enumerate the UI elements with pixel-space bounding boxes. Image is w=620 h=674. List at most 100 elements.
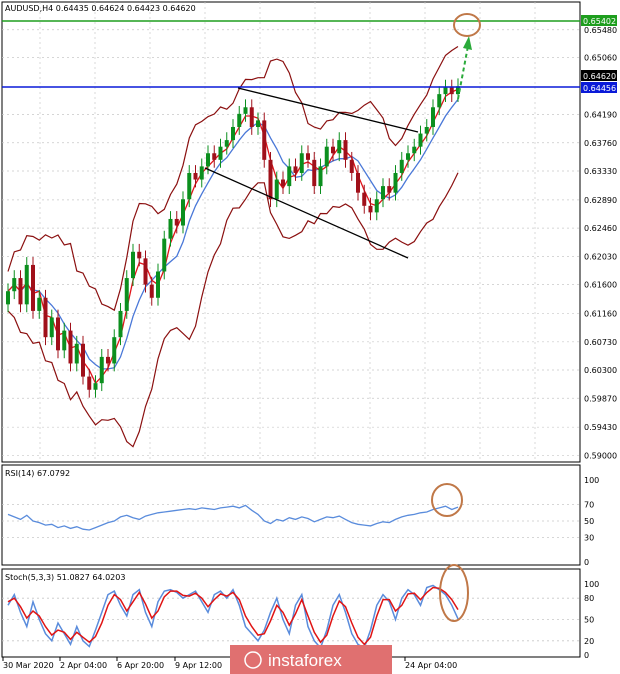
candle-body (356, 172, 360, 193)
candle-body (56, 317, 60, 351)
rsi-tick-label: 30 (584, 533, 594, 542)
candle (24, 257, 29, 313)
level-black-label: 0.64620 (583, 72, 616, 81)
price-tick-label: 0.63760 (584, 139, 617, 148)
candle (93, 375, 98, 398)
candle-body (212, 153, 217, 160)
price-axis: 0.65480 0.65060 0.64190 0.63760 0.63330 0.628… (584, 26, 617, 461)
candle (418, 125, 423, 155)
stoch-axis: 100 80 50 20 0 (584, 580, 599, 660)
candle-body (68, 330, 73, 364)
candle (156, 263, 160, 306)
candle (56, 309, 60, 359)
candle (268, 151, 273, 208)
candle-body (131, 251, 135, 279)
rsi-tick-label: 70 (584, 501, 594, 510)
candle-body (24, 264, 29, 305)
stoch-tick-label: 0 (584, 651, 589, 660)
candle-body (162, 238, 167, 272)
candle-body (62, 330, 67, 351)
target-arrow-shaft (457, 45, 469, 100)
price-tick-label: 0.61160 (584, 310, 617, 319)
candle-body (149, 284, 154, 298)
bollinger-lower-line (7, 172, 459, 448)
candle-body (374, 199, 379, 213)
candle-body (37, 297, 42, 311)
candle (87, 368, 92, 398)
candle (437, 86, 442, 116)
price-tick-label: 0.59430 (584, 423, 617, 432)
price-panel-title: AUDUSD,H4 0.64435 0.64624 0.64423 0.6462… (5, 4, 196, 13)
candle-body (43, 297, 48, 338)
candle (293, 158, 298, 181)
candle (362, 184, 367, 214)
price-tick-label: 0.64190 (584, 111, 617, 120)
candle (449, 79, 454, 103)
rsi-panel: RSI(14) 67.0792 100 70 50 30 0 (1, 464, 599, 567)
price-tick-label: 0.60300 (584, 366, 617, 375)
candle-body (243, 107, 248, 114)
time-axis: 30 Mar 2020 2 Apr 04:00 6 Apr 20:00 9 Apr 1… (2, 657, 457, 670)
level-blue-label: 0.64456 (583, 84, 616, 93)
candle (162, 230, 167, 280)
price-tick-label: 0.63330 (584, 167, 617, 176)
candle-body (343, 140, 348, 160)
candle-body (281, 179, 285, 187)
candle-body (262, 120, 267, 160)
candle-body (387, 186, 392, 193)
candle (431, 99, 435, 135)
candle (193, 165, 198, 188)
candle-body (249, 107, 254, 127)
rsi-tick-label: 0 (584, 558, 589, 567)
candle-body (299, 153, 304, 173)
candle (68, 322, 73, 372)
stoch-panel-frame (1, 568, 581, 658)
price-grid (2, 2, 580, 462)
candle-body (237, 113, 242, 127)
stoch-grid (2, 597, 580, 642)
candle (406, 145, 410, 168)
rsi-line (7, 504, 459, 531)
candle-body (287, 166, 292, 187)
candle-body (381, 186, 385, 200)
candle (124, 270, 129, 319)
candle-body (268, 159, 273, 200)
candle-body (218, 146, 223, 160)
time-tick-label: 2 Apr 04:00 (60, 661, 107, 670)
time-tick-label: 24 Apr 04:00 (405, 661, 457, 670)
candle (368, 197, 373, 221)
target-arrow-head (463, 36, 472, 50)
level-green-label: 0.65402 (583, 17, 616, 26)
candle-body (224, 140, 229, 147)
candle (237, 105, 242, 135)
candle (412, 138, 417, 162)
candle-body (106, 356, 110, 364)
candle (349, 151, 354, 181)
rsi-series-line (7, 504, 459, 531)
candle (393, 165, 398, 201)
candle (106, 349, 110, 372)
price-panel: AUDUSD,H4 0.64435 0.64624 0.64423 0.6462… (1, 1, 617, 463)
candle (118, 303, 123, 346)
candle (224, 132, 229, 155)
price-tick-label: 0.62460 (584, 224, 617, 233)
candle-body (74, 343, 79, 364)
stoch-tick-label: 100 (584, 580, 599, 589)
brand-watermark: instaforex (230, 645, 392, 674)
candle-body (124, 278, 129, 311)
candle-body (274, 179, 279, 200)
rsi-panel-title: RSI(14) 67.0792 (5, 469, 70, 478)
candle (12, 270, 17, 300)
price-tick-label: 0.62890 (584, 196, 617, 205)
candle-body (181, 199, 185, 226)
candle (43, 289, 48, 346)
candle (381, 178, 385, 208)
candle (256, 112, 260, 135)
price-tick-label: 0.62030 (584, 252, 617, 261)
candle-body (312, 159, 317, 187)
target-circle (453, 13, 481, 37)
candle-body (18, 278, 23, 305)
candle (31, 257, 35, 319)
candle-body (137, 251, 142, 259)
